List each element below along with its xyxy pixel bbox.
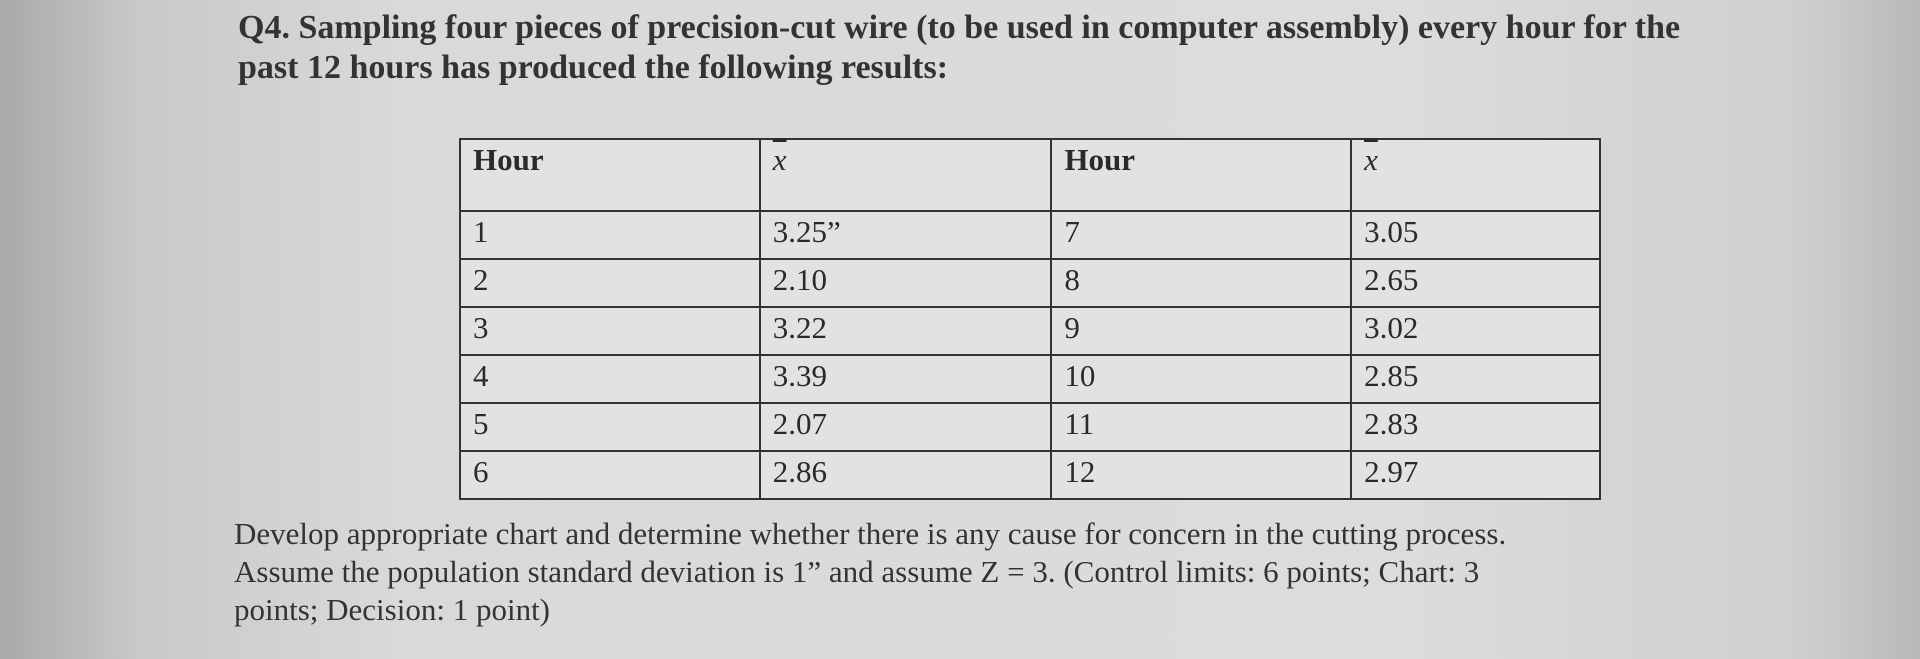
header-cell: x [758,138,1053,212]
table-cell: 2.86 [758,450,1053,500]
table-cell: 12 [1050,450,1353,500]
intro-text: Sampling four pieces of precision-cut wi… [298,9,1681,46]
table-cell: 3.05 [1350,210,1601,260]
intro-line: Q4. Sampling four pieces of precision-cu… [238,8,1680,48]
table-cell: 3.22 [758,306,1053,356]
results-table: Hour x Hour x 1 3.25” 7 3.05 2 2.10 8 2.65 3 3.22 9 3.… [459,138,1601,500]
header-row: Hour x Hour x [459,138,1601,212]
table-cell: 11 [1050,402,1353,452]
table-cell: 3.25” [758,210,1053,260]
table-row: 3 3.22 9 3.02 [459,306,1601,356]
table-cell: 5 [459,402,761,452]
table-cell: 6 [459,450,761,500]
table-row: 6 2.86 12 2.97 [459,450,1601,500]
table-cell: 9 [1050,306,1353,356]
table-cell: 2.85 [1350,354,1601,404]
table-row: 1 3.25” 7 3.05 [459,210,1601,260]
header-text: Hour [473,142,544,177]
table-cell: 2.97 [1350,450,1601,500]
instruction-line: Assume the population standard deviation… [234,554,1480,589]
table-row: 5 2.07 11 2.83 [459,402,1601,452]
table-cell: 2 [459,258,761,308]
header-cell: Hour [1050,138,1353,212]
table-cell: 2.65 [1350,258,1601,308]
intro-line: past 12 hours has produced the following… [238,49,949,86]
header-cell: Hour [459,138,761,212]
table-cell: 2.83 [1350,402,1601,452]
table-row: 2 2.10 8 2.65 [459,258,1601,308]
header-cell: x [1350,138,1601,212]
table-cell: 3 [459,306,761,356]
table-cell: 3.02 [1350,306,1601,356]
table-cell: 7 [1050,210,1353,260]
table-cell: 3.39 [758,354,1053,404]
table-body: 1 3.25” 7 3.05 2 2.10 8 2.65 3 3.22 9 3.02 4 3.39 10 2.… [459,210,1601,500]
instruction-line: Develop appropriate chart and determine … [234,516,1507,551]
header-text: x [1364,142,1378,177]
question-intro: Q4. Sampling four pieces of precision-cu… [238,8,1680,88]
header-text: Hour [1064,142,1135,177]
instruction-line: points; Decision: 1 point) [234,592,551,627]
table-cell: 4 [459,354,761,404]
question-label: Q4. [238,9,290,46]
instructions: Develop appropriate chart and determine … [234,515,1506,629]
table-row: 4 3.39 10 2.85 [459,354,1601,404]
table-cell: 1 [459,210,761,260]
table-cell: 10 [1050,354,1353,404]
table-cell: 2.07 [758,402,1053,452]
header-text: x [772,142,787,177]
table-cell: 2.10 [758,258,1053,308]
table-cell: 8 [1050,258,1353,308]
